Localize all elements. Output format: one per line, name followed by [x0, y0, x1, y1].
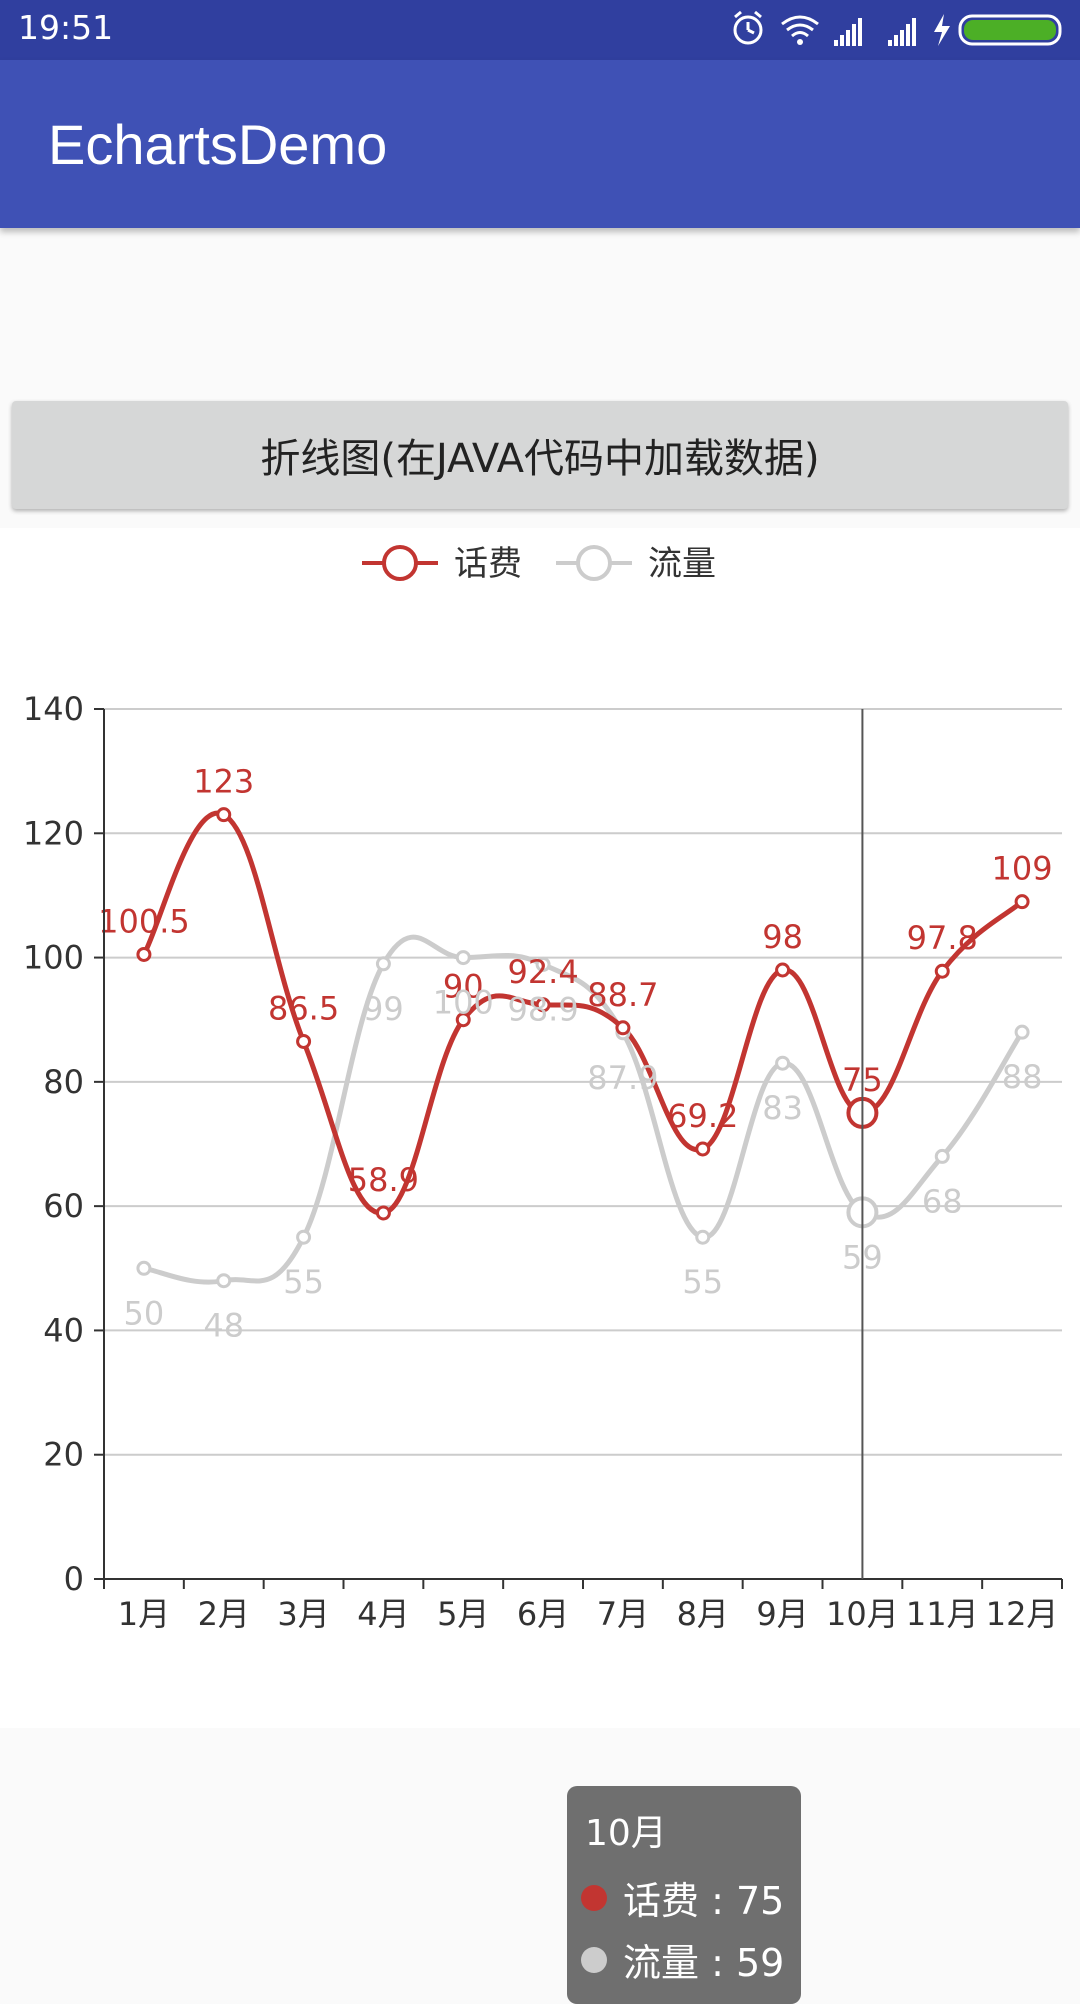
y-tick-label: 120: [23, 814, 84, 852]
tooltip-title: 10月: [585, 1813, 667, 1854]
x-tick-label: 4月: [357, 1595, 409, 1633]
tooltip-row-text: 话费 : 75: [623, 1879, 785, 1923]
data-label: 123: [193, 763, 254, 801]
data-label: 55: [283, 1263, 324, 1301]
load-line-chart-button[interactable]: 折线图(在JAVA代码中加载数据): [12, 401, 1068, 509]
app-title: EchartsDemo: [48, 113, 388, 176]
data-point[interactable]: [136, 1260, 152, 1276]
y-tick-label: 0: [64, 1560, 84, 1598]
data-label: 100.5: [98, 902, 190, 940]
x-tick-label: 11月: [906, 1595, 979, 1633]
y-tick-label: 40: [43, 1311, 84, 1349]
data-point[interactable]: [1014, 894, 1030, 910]
x-tick-label: 10月: [826, 1595, 899, 1633]
x-tick-label: 8月: [677, 1595, 729, 1633]
x-tick-label: 12月: [986, 1595, 1059, 1633]
data-label: 83: [762, 1089, 803, 1127]
x-tick-label: 7月: [597, 1595, 649, 1633]
alarm-icon: [733, 10, 763, 45]
data-label: 86.5: [268, 989, 339, 1027]
charging-icon: [934, 14, 950, 46]
data-point[interactable]: [934, 963, 950, 979]
y-tick-label: 100: [23, 939, 84, 977]
data-point[interactable]: [296, 1229, 312, 1245]
x-tick-label: 6月: [517, 1595, 569, 1633]
x-tick-label: 1月: [118, 1595, 170, 1633]
data-label: 92.4: [507, 953, 578, 991]
data-label: 88: [1002, 1058, 1043, 1096]
data-point[interactable]: [535, 956, 551, 972]
tooltip-dot-traffic: [581, 1946, 607, 1973]
tooltip-row-text: 流量 : 59: [623, 1941, 785, 1985]
data-label: 100: [433, 984, 494, 1022]
data-point[interactable]: [136, 946, 152, 962]
status-time: 19:51: [18, 8, 114, 47]
chart-tooltip: 10月 话费 : 75 流量 : 59: [567, 1786, 801, 2004]
legend-label[interactable]: 话费: [454, 544, 522, 584]
data-point[interactable]: [775, 1055, 791, 1071]
y-tick-label: 20: [43, 1436, 84, 1474]
data-point[interactable]: [934, 1148, 950, 1164]
signal-icon: [888, 18, 916, 46]
data-label: 68: [922, 1182, 963, 1220]
legend-marker: [576, 545, 612, 581]
x-tick-label: 3月: [277, 1595, 329, 1633]
data-label: 99: [363, 990, 404, 1028]
line-chart[interactable]: 100.5 123 86.5 58.9 90 92.4 88.7 69.2 98 75 97.8 10…: [0, 528, 1080, 2004]
data-point[interactable]: [775, 962, 791, 978]
data-point[interactable]: [455, 1012, 471, 1028]
data-point[interactable]: [1014, 1024, 1030, 1040]
data-label: 55: [682, 1263, 723, 1301]
tooltip-row-traffic: 流量 : 59: [581, 1932, 784, 1987]
data-label: 48: [203, 1307, 244, 1345]
data-label: 109: [992, 850, 1053, 888]
app-bar: EchartsDemo: [0, 60, 1080, 228]
x-tick-label: 9月: [756, 1595, 808, 1633]
data-point[interactable]: [455, 950, 471, 966]
data-label: 50: [124, 1294, 165, 1332]
signal-icon: [834, 18, 862, 46]
data-point[interactable]: [216, 807, 232, 823]
data-point[interactable]: [695, 1229, 711, 1245]
x-tick-label: 5月: [437, 1595, 489, 1633]
x-tick-label: 2月: [198, 1595, 250, 1633]
status-bar: 19:51: [0, 0, 1080, 60]
data-label: 87.9: [587, 1059, 658, 1097]
data-label: 98.9: [507, 990, 578, 1028]
data-point[interactable]: [615, 1020, 631, 1036]
legend-label[interactable]: 流量: [648, 544, 716, 584]
battery-icon: [958, 14, 1062, 46]
data-point[interactable]: [695, 1141, 711, 1157]
data-label: 97.8: [907, 919, 978, 957]
data-label: 58.9: [348, 1161, 419, 1199]
data-label: 90: [443, 968, 484, 1006]
data-point[interactable]: [375, 1205, 391, 1221]
data-point[interactable]: [535, 997, 551, 1013]
y-tick-label: 140: [23, 690, 84, 728]
wifi-icon: [781, 15, 819, 45]
data-label: 69.2: [667, 1097, 738, 1135]
legend-marker: [382, 545, 418, 581]
data-label: 88.7: [587, 976, 658, 1014]
tooltip-dot-fee: [581, 1884, 607, 1911]
data-point[interactable]: [375, 956, 391, 972]
y-tick-label: 80: [43, 1063, 84, 1101]
y-tick-label: 60: [43, 1187, 84, 1225]
status-icons: [733, 10, 1062, 46]
data-point[interactable]: [216, 1273, 232, 1289]
data-label: 98: [762, 918, 803, 956]
tooltip-row-fee: 话费 : 75: [581, 1870, 784, 1925]
data-point[interactable]: [296, 1033, 312, 1049]
